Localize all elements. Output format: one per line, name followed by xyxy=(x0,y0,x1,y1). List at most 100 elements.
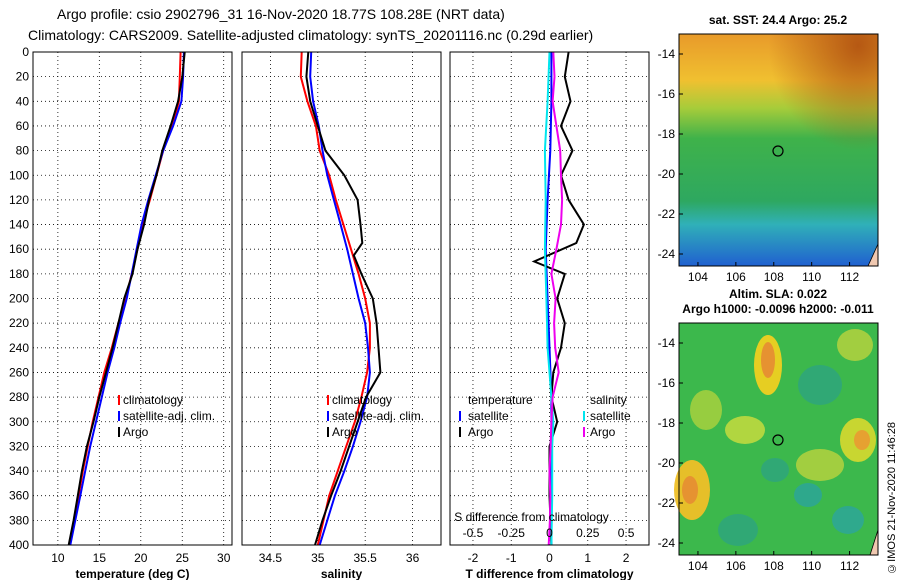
map-y-tick-label: -24 xyxy=(658,247,676,261)
map-x-tick-label: 106 xyxy=(726,270,746,284)
map-x-tick-label: 108 xyxy=(764,559,784,573)
legend-label: Argo xyxy=(590,425,616,439)
plot-frame xyxy=(449,51,650,546)
x-tick-label: 35 xyxy=(311,551,325,565)
legend-title-temperature: temperature xyxy=(468,393,533,407)
y-tick-label: 40 xyxy=(16,94,30,108)
y-tick-label: 220 xyxy=(9,316,29,330)
map-y-tick-label: -18 xyxy=(658,416,676,430)
map-y-tick-label: -24 xyxy=(658,536,676,550)
x-axis-label: T difference from climatology xyxy=(465,567,633,580)
legend-label: climatology xyxy=(123,393,183,407)
x-tick-label: 15 xyxy=(93,551,107,565)
imos-stamp: ©IMOS 21-Nov-2020 11:46:28 xyxy=(886,422,898,574)
legend-label: Argo xyxy=(468,425,494,439)
map-y-tick-label: -14 xyxy=(658,47,676,61)
series-argo xyxy=(67,51,186,546)
sla-map-title-2: Argo h1000: -0.0096 h2000: -0.011 xyxy=(682,302,874,316)
map-y-tick-label: -20 xyxy=(658,456,676,470)
legend-label: satellite-adj. clim. xyxy=(332,409,424,423)
y-tick-label: 260 xyxy=(9,365,29,379)
map-x-tick-label: 106 xyxy=(726,559,746,573)
x-tick-label: 30 xyxy=(217,551,231,565)
temperature-panel: 10 15 20 25 30 temperature (deg C) 0 20 40 60 80 10… xyxy=(9,45,233,580)
map-x-tick-label: 104 xyxy=(688,270,708,284)
x2-tick-label: 0.5 xyxy=(618,526,635,540)
x-tick-label: 20 xyxy=(134,551,148,565)
x-tick-label: -2 xyxy=(468,551,479,565)
y-tick-label: 340 xyxy=(9,464,29,478)
map-y-tick-label: -22 xyxy=(658,207,676,221)
series-argo xyxy=(305,51,382,546)
legend-label: satellite-adj. clim. xyxy=(123,409,215,423)
sst-map: sat. SST: 24.4 Argo: 25.2 104 106 108 110 11… xyxy=(658,13,879,284)
legend-title-salinity: salinity xyxy=(590,393,627,407)
x-axis-label: temperature (deg C) xyxy=(75,567,189,580)
legend-label: climatology xyxy=(332,393,392,407)
header-line-2: Climatology: CARS2009. Satellite-adjuste… xyxy=(28,27,594,43)
legend-label: satellite xyxy=(468,409,509,423)
plot-frame xyxy=(241,51,442,546)
map-y-tick-label: -16 xyxy=(658,87,676,101)
y-tick-label: 240 xyxy=(9,341,29,355)
series-climatology xyxy=(299,51,371,546)
salinity-panel: 34.5 35 35.5 36 salinity climatology satellite… xyxy=(241,51,442,580)
y-tick-label: 200 xyxy=(9,292,29,306)
y-tick-label: 60 xyxy=(16,119,30,133)
map-x-tick-label: 110 xyxy=(802,559,821,573)
map-y-tick-label: -18 xyxy=(658,127,676,141)
map-x-tick-label: 112 xyxy=(840,270,859,284)
y-tick-label: 160 xyxy=(9,242,29,256)
x2-tick-label: 0 xyxy=(546,526,553,540)
map-x-tick-label: 108 xyxy=(764,270,784,284)
y-tick-label: 360 xyxy=(9,489,29,503)
difference-panel: -2 -1 0 1 2 T difference from climatology temp… xyxy=(449,51,650,580)
x-tick-label: 2 xyxy=(623,551,630,565)
y-tick-label: 180 xyxy=(9,267,29,281)
x-axis-label: salinity xyxy=(321,567,363,580)
header-line-1: Argo profile: csio 2902796_31 16-Nov-202… xyxy=(57,6,505,22)
x-tick-label: 0 xyxy=(546,551,553,565)
sla-map: Altim. SLA: 0.022 Argo h1000: -0.0096 h2… xyxy=(658,287,879,573)
series-satellite-adj-clim- xyxy=(69,51,185,546)
map-x-tick-label: 110 xyxy=(802,270,821,284)
argo-location-marker xyxy=(772,145,784,157)
map-x-tick-label: 112 xyxy=(840,559,859,573)
legend-label: Argo xyxy=(123,425,149,439)
series-s-satellite xyxy=(543,51,555,546)
x-tick-label: -1 xyxy=(506,551,517,565)
y-tick-label: 300 xyxy=(9,415,29,429)
y-tick-label: 120 xyxy=(9,193,29,207)
y-tick-label: 100 xyxy=(9,168,29,182)
x-tick-label: 10 xyxy=(51,551,65,565)
y-tick-label: 20 xyxy=(16,70,30,84)
y-tick-label: 400 xyxy=(9,538,29,552)
legend-label: Argo xyxy=(332,425,358,439)
plot-frame xyxy=(32,51,233,546)
x-tick-label: 36 xyxy=(406,551,420,565)
x2-tick-label: -0.25 xyxy=(498,526,526,540)
map-y-tick-label: -14 xyxy=(658,336,676,350)
y-tick-label: 280 xyxy=(9,390,29,404)
x-tick-label: 25 xyxy=(176,551,190,565)
sst-map-title: sat. SST: 24.4 Argo: 25.2 xyxy=(709,13,848,27)
x2-tick-label: 0.25 xyxy=(576,526,600,540)
y-tick-label: 0 xyxy=(22,45,29,59)
x-tick-label: 35.5 xyxy=(354,551,378,565)
series-s-argo xyxy=(547,51,564,546)
map-y-tick-label: -22 xyxy=(658,496,676,510)
y-tick-label: 80 xyxy=(16,144,30,158)
y-tick-label: 320 xyxy=(9,439,29,453)
y-tick-label: 140 xyxy=(9,218,29,232)
map-x-tick-label: 104 xyxy=(688,559,708,573)
x-tick-label: 1 xyxy=(584,551,591,565)
legend-label: satellite xyxy=(590,409,631,423)
x2-tick-label: -0.5 xyxy=(463,526,484,540)
map-y-tick-label: -20 xyxy=(658,167,676,181)
x-tick-label: 34.5 xyxy=(259,551,283,565)
map-y-tick-label: -16 xyxy=(658,376,676,390)
sla-map-title-1: Altim. SLA: 0.022 xyxy=(729,287,827,301)
y-tick-label: 380 xyxy=(9,513,29,527)
series-t-argo xyxy=(531,51,586,546)
